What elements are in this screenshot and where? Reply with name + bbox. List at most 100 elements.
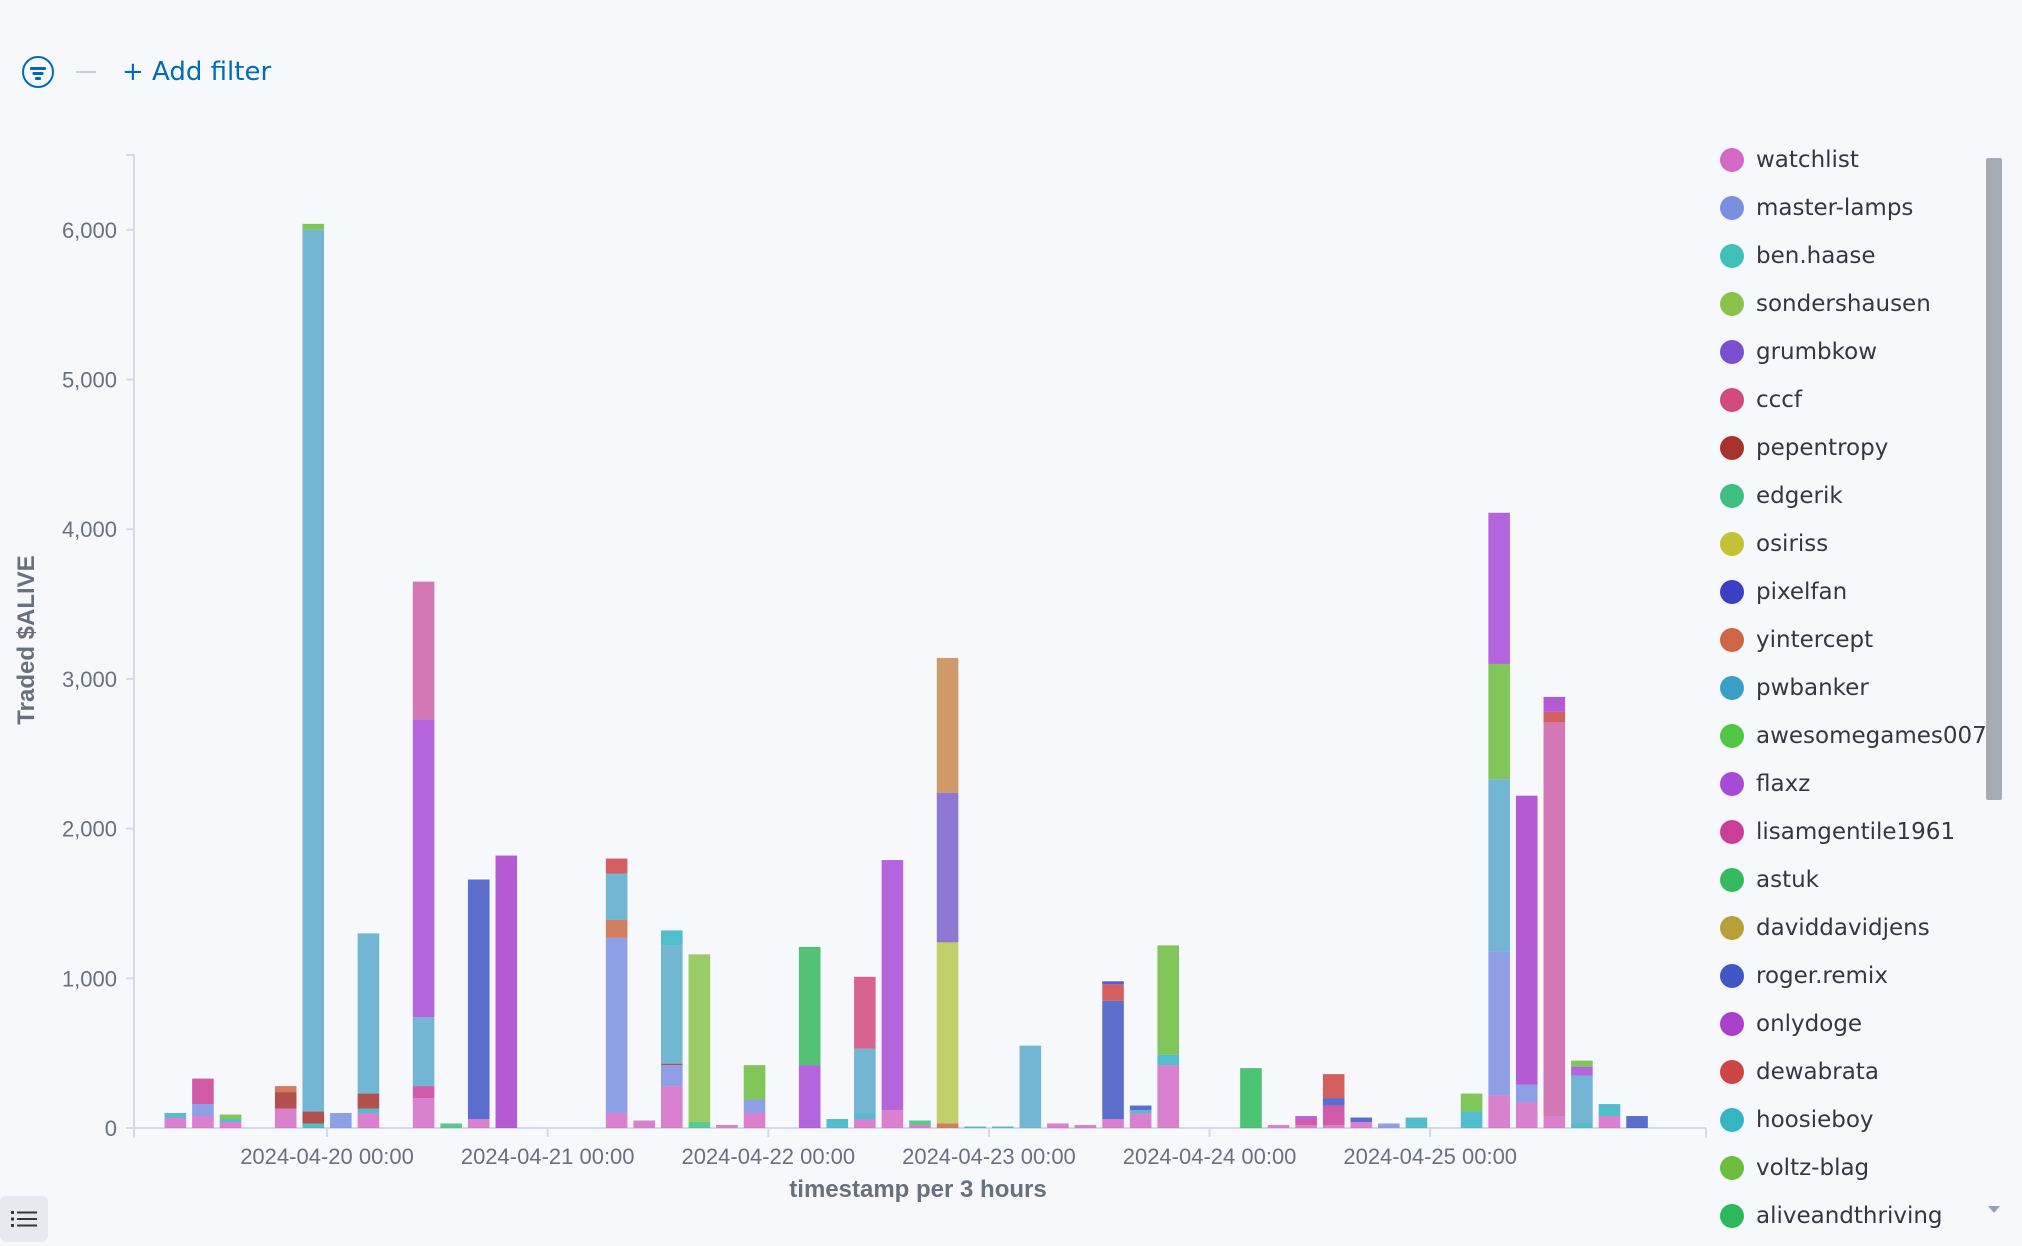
bar-segment-aliveandthriving[interactable] (1240, 1068, 1262, 1128)
bar-segment-onlydoge[interactable] (1515, 795, 1538, 1085)
legend-item-awesomegames007[interactable]: awesomegames007 (1720, 716, 1986, 756)
bar-segment-voltz-blag[interactable] (1488, 663, 1510, 780)
bar-segment-yintercept[interactable] (936, 1123, 959, 1128)
bar-segment-flaxz[interactable] (798, 1065, 821, 1128)
bar-segment-hoosieboy[interactable] (1460, 1111, 1483, 1128)
bar-segment-astuk[interactable] (798, 946, 821, 1066)
bar-segment-watchlist[interactable] (909, 1125, 931, 1128)
bar-segment-master-lamps[interactable] (192, 1104, 214, 1117)
legend-item-master-lamps[interactable]: master-lamps (1720, 188, 1913, 228)
bar-segment-cccf[interactable] (854, 976, 876, 1049)
legend-item-lisamgentile1961[interactable]: lisamgentile1961 (1720, 812, 1955, 852)
legend-item-sondershausen[interactable]: sondershausen (1720, 284, 1931, 324)
bar-segment-lightblue[interactable] (661, 945, 683, 1064)
bar-segment-watchlist[interactable] (716, 1125, 738, 1128)
bar-segment-hoosieboy[interactable] (854, 1113, 876, 1120)
bar-segment-watchlist[interactable] (605, 1113, 628, 1128)
bar-segment-watchlist[interactable] (192, 1116, 214, 1128)
bar-segment-pepentropy[interactable] (302, 1111, 325, 1124)
bar-segment-olive[interactable] (936, 942, 959, 1124)
legend-item-osiriss[interactable]: osiriss (1720, 524, 1828, 564)
bar-segment-lightblue[interactable] (302, 229, 325, 1112)
bar-segment-pepentropy[interactable] (661, 1063, 683, 1066)
bar-segment-lightblue[interactable] (412, 1017, 435, 1087)
legend-item-pwbanker[interactable]: pwbanker (1720, 668, 1869, 708)
bar-segment-watchlist[interactable] (412, 1098, 435, 1128)
bar-segment-mauve[interactable] (412, 581, 435, 720)
bar-segment-master-lamps[interactable] (1515, 1084, 1538, 1103)
add-filter-button[interactable]: + Add filter (122, 57, 272, 87)
bar-segment-mauve[interactable] (1543, 722, 1566, 1117)
bar-segment-hoosieboy[interactable] (1405, 1117, 1428, 1128)
bar-segment-watchlist[interactable] (357, 1113, 380, 1128)
bar-segment-lightblue[interactable] (605, 873, 628, 920)
bar-segment-watchlist[interactable] (1543, 1116, 1566, 1128)
bar-segment-dewabrata[interactable] (1102, 984, 1124, 1001)
toggle-legend-list-button[interactable] (0, 1196, 48, 1242)
bar-segment-lisamgentile1961[interactable] (1295, 1119, 1317, 1126)
bar-segment-watchlist[interactable] (164, 1117, 187, 1128)
bar-segment-hoosieboy[interactable] (302, 1123, 325, 1128)
legend-scrollbar[interactable] (1986, 158, 2002, 800)
bar-segment-dewabrata[interactable] (605, 858, 628, 874)
bar-segment-watchlist[interactable] (1350, 1122, 1373, 1128)
bar-segment-voltz-blag[interactable] (302, 223, 325, 230)
bar-segment-watchlist[interactable] (1102, 1119, 1124, 1128)
bar-segment-flaxz[interactable] (412, 719, 435, 1018)
bar-segment-roger.remix[interactable] (1350, 1117, 1373, 1123)
bar-segment-master-lamps[interactable] (1378, 1123, 1400, 1128)
bar-segment-roger.remix[interactable] (467, 879, 490, 1120)
bar-segment-hoosieboy[interactable] (1598, 1104, 1621, 1117)
bar-segment-sondershausen[interactable] (688, 954, 711, 1123)
bar-segment-violet[interactable] (936, 792, 959, 943)
legend-item-yintercept[interactable]: yintercept (1720, 620, 1873, 660)
bar-segment-tan[interactable] (936, 657, 959, 793)
bar-segment-voltz-blag[interactable] (743, 1065, 766, 1100)
bar-segment-watchlist[interactable] (219, 1122, 242, 1128)
bar-segment-lisamgentile1961[interactable] (192, 1078, 214, 1105)
bar-segment-voltz-blag[interactable] (1571, 1060, 1593, 1067)
bar-segment-lightblue[interactable] (1571, 1075, 1593, 1124)
bar-segment-dewabrata[interactable] (1543, 711, 1566, 723)
bar-segment-flaxz[interactable] (1571, 1066, 1593, 1076)
bar-segment-hoosieboy[interactable] (1129, 1110, 1152, 1114)
bar-segment-hoosieboy[interactable] (964, 1126, 986, 1128)
bar-segment-watchlist[interactable] (1322, 1125, 1345, 1128)
bar-segment-pixelfan[interactable] (1102, 981, 1124, 985)
bar-segment-flaxz[interactable] (1295, 1116, 1317, 1120)
bar-segment-watchlist[interactable] (633, 1120, 655, 1128)
filter-icon[interactable] (22, 56, 54, 88)
bar-segment-roger.remix[interactable] (1102, 1000, 1124, 1120)
legend-item-ben.haase[interactable]: ben.haase (1720, 236, 1876, 276)
bar-segment-yintercept[interactable] (605, 919, 628, 938)
bar-segment-watchlist[interactable] (1047, 1123, 1069, 1128)
bar-segment-master-lamps[interactable] (661, 1065, 683, 1087)
legend-item-hoosieboy[interactable]: hoosieboy (1720, 1100, 1874, 1140)
bar-segment-lisamgentile1961[interactable] (1322, 1105, 1345, 1126)
bar-segment-pepentropy[interactable] (274, 1092, 297, 1109)
bar-segment-watchlist[interactable] (1157, 1065, 1179, 1128)
bar-segment-watchlist[interactable] (1295, 1125, 1317, 1128)
bar-segment-edgerik[interactable] (688, 1122, 711, 1128)
bar-segment-onlydoge[interactable] (495, 855, 518, 1128)
bar-segment-master-lamps[interactable] (605, 937, 628, 1114)
legend-item-edgerik[interactable]: edgerik (1720, 476, 1843, 516)
legend-item-aliveandthriving[interactable]: aliveandthriving (1720, 1196, 1943, 1230)
bar-segment-hoosieboy[interactable] (826, 1119, 849, 1128)
bar-segment-roger.remix[interactable] (1129, 1105, 1152, 1111)
legend-item-cccf[interactable]: cccf (1720, 380, 1802, 420)
bar-segment-roger.remix[interactable] (1626, 1116, 1648, 1128)
bar-segment-watchlist[interactable] (274, 1108, 297, 1128)
legend-item-astuk[interactable]: astuk (1720, 860, 1819, 900)
legend-item-grumbkow[interactable]: grumbkow (1720, 332, 1877, 372)
legend-item-daviddavidjens[interactable]: daviddavidjens (1720, 908, 1930, 948)
bar-segment-edgerik[interactable] (440, 1123, 462, 1128)
bar-segment-watchlist[interactable] (467, 1119, 490, 1128)
bar-segment-lightblue[interactable] (1019, 1045, 1042, 1128)
legend-item-dewabrata[interactable]: dewabrata (1720, 1052, 1879, 1092)
legend-item-flaxz[interactable]: flaxz (1720, 764, 1810, 804)
bar-segment-dewabrata[interactable] (1322, 1074, 1345, 1099)
bar-segment-flaxz[interactable] (881, 860, 904, 1111)
bar-segment-lightblue[interactable] (1488, 779, 1510, 952)
bar-segment-yintercept[interactable] (274, 1086, 297, 1093)
